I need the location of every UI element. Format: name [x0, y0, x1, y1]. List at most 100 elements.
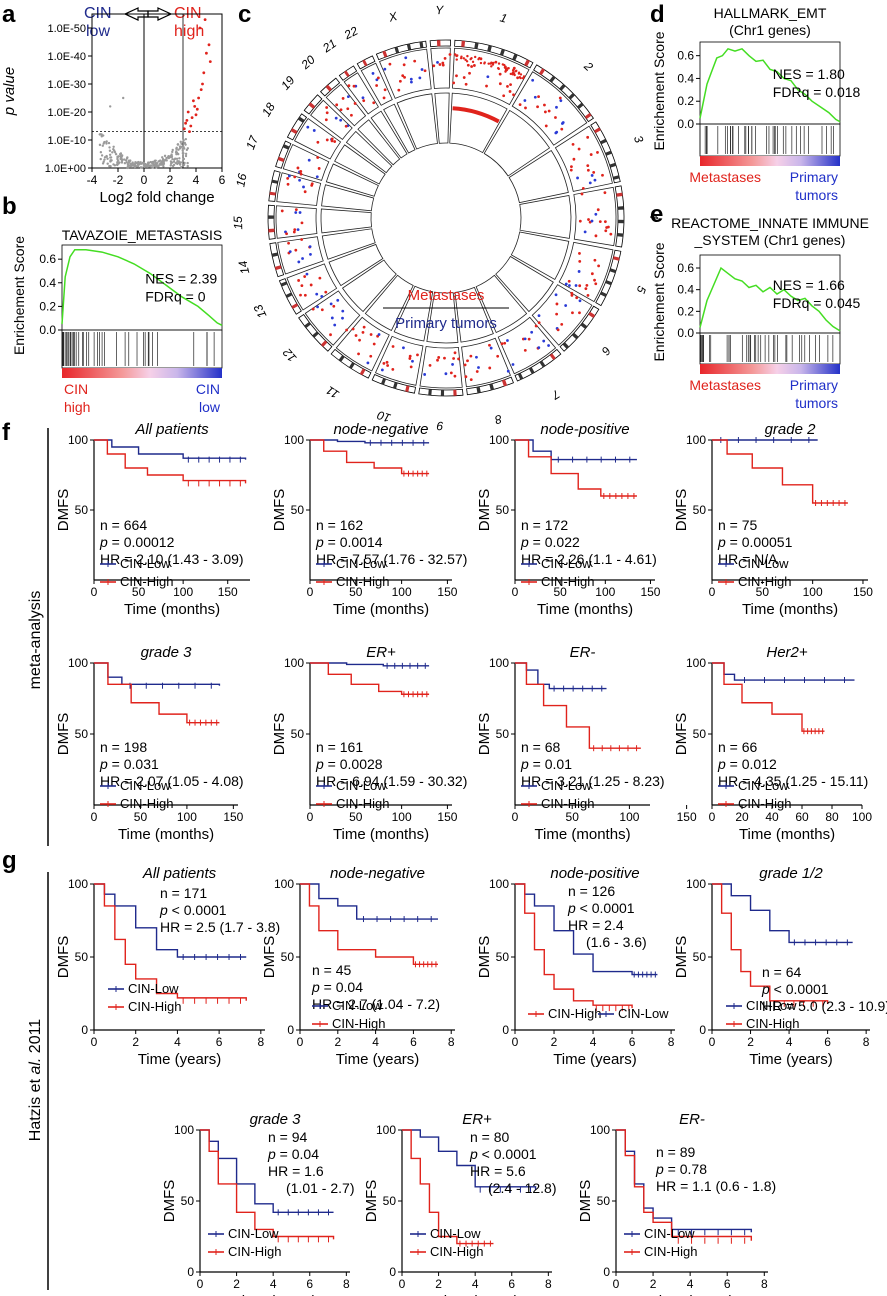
km-xtick-label: 60 [795, 810, 809, 824]
km-stat: p < 0.0001 [159, 902, 227, 918]
circos-point [438, 63, 442, 66]
circos-inner-track [370, 110, 408, 159]
gsea-ytick-label: 0.6 [39, 252, 56, 266]
km-xlabel: Time (years) [435, 1293, 519, 1296]
volcano-point-grey [172, 163, 176, 167]
km-ytick-label: 0 [187, 1265, 194, 1279]
circos-point [334, 116, 338, 120]
volcano-point-grey [136, 165, 140, 168]
circos-point [555, 105, 558, 109]
volcano-point-grey [171, 148, 174, 152]
km-ytick-label: 50 [181, 1194, 195, 1208]
circos-point [385, 360, 389, 364]
circos-ideogram-band [571, 332, 579, 340]
km-ytick-label: 100 [376, 1123, 396, 1137]
circos-point [583, 230, 587, 234]
circos-outer-track [277, 236, 324, 275]
circos-point [504, 65, 507, 69]
volcano-point-red [205, 51, 208, 55]
circos-ideogram-band [609, 268, 617, 274]
circos-ideogram-band [453, 389, 457, 396]
circos-point [293, 228, 297, 232]
circos-ideogram-band [559, 84, 566, 91]
circos-ideogram-band [269, 191, 276, 196]
circos-chromosome-label: 20 [298, 52, 318, 72]
km-xtick-label: 0 [307, 585, 314, 599]
circos-point [489, 346, 493, 350]
volcano-point-red [186, 110, 190, 114]
volcano-point-grey [131, 162, 134, 165]
volcano-point-grey [111, 151, 114, 154]
circos-point [596, 208, 600, 212]
circos-point [517, 71, 521, 74]
circos-ideogram-band [312, 331, 319, 338]
circos-point [456, 54, 459, 57]
km-xtick-label: 8 [761, 1277, 768, 1291]
circos-point [537, 95, 540, 99]
circos-point [577, 147, 581, 151]
km-title: node-negative [333, 421, 428, 438]
circos-point [593, 258, 597, 262]
km-xtick-label: 150 [677, 810, 697, 824]
circos-point [594, 212, 598, 216]
km-xtick-label: 150 [223, 810, 243, 824]
circos-chromosome-label: 1 [498, 10, 508, 25]
circos-point [580, 192, 584, 196]
km-stat-value: = 0.04 [320, 979, 363, 995]
km-legend-label: CIN-Low [738, 778, 789, 793]
volcano-point-grey [182, 157, 186, 161]
gsea-plot-b: TAVAZOIE_METASTASIS 0.0 0.2 0.4 0.6 Enricheme… [11, 227, 223, 415]
circos-point [464, 58, 467, 62]
circos-point [441, 61, 445, 65]
volcano-ytick-label: 1.0E-20 [47, 107, 86, 119]
km-ylabel: DMFS [476, 489, 493, 532]
km-ytick-label: 100 [489, 433, 509, 447]
circos-point [603, 191, 607, 195]
circos-point [487, 62, 490, 65]
circos-point [569, 168, 573, 172]
km-xlabel: Time (months) [124, 601, 220, 618]
volcano-point-grey [159, 163, 163, 166]
side-label-g-pre: Hatzis et [27, 1075, 44, 1142]
km-xtick-label: 6 [508, 1277, 515, 1291]
gsea-es-curve [699, 47, 841, 123]
circos-point [542, 339, 546, 343]
circos-inner-track [345, 130, 393, 174]
circos-inner-track [321, 184, 375, 212]
gsea-rank-bar [700, 364, 840, 374]
volcano-point-grey [177, 160, 181, 163]
circos-point [577, 270, 581, 273]
circos-ideogram-band [609, 162, 617, 168]
gsea-bar-right-label: tumors [795, 187, 838, 203]
km-stat: HR = 2.5 (1.7 - 3.8) [160, 919, 280, 935]
circos-point [324, 290, 328, 294]
circos-point [316, 156, 320, 159]
circos-point [584, 287, 588, 291]
volcano-point-grey [182, 152, 185, 155]
circos-chromosome-label: 18 [259, 100, 278, 119]
volcano-point-grey [102, 142, 105, 145]
volcano-point-red [197, 96, 201, 100]
circos-point [339, 118, 343, 122]
panel-letter-b: b [2, 193, 17, 220]
km-xtick-label: 2 [551, 1035, 558, 1049]
circos-outer-track [286, 263, 338, 311]
circos-point [315, 292, 319, 296]
circos-point [298, 178, 301, 182]
circos-point [578, 259, 582, 263]
circos-point [466, 359, 469, 363]
km-stat-value: < 0.0001 [770, 981, 829, 997]
circos-point [444, 372, 448, 376]
volcano-point-red [182, 127, 186, 131]
km-curve-low [712, 662, 855, 681]
circos-outer-track [419, 346, 463, 389]
circos-point [503, 341, 507, 345]
circos-ideogram-band [501, 379, 508, 387]
km-title: node-negative [330, 865, 425, 882]
circos-ideogram-band [440, 389, 445, 396]
gsea-stat: NES = 2.39 [145, 270, 217, 286]
circos-point [473, 55, 477, 59]
km-xtick-label: 2 [233, 1277, 240, 1291]
circos-outer-track [335, 316, 390, 372]
circos-point [558, 96, 562, 100]
